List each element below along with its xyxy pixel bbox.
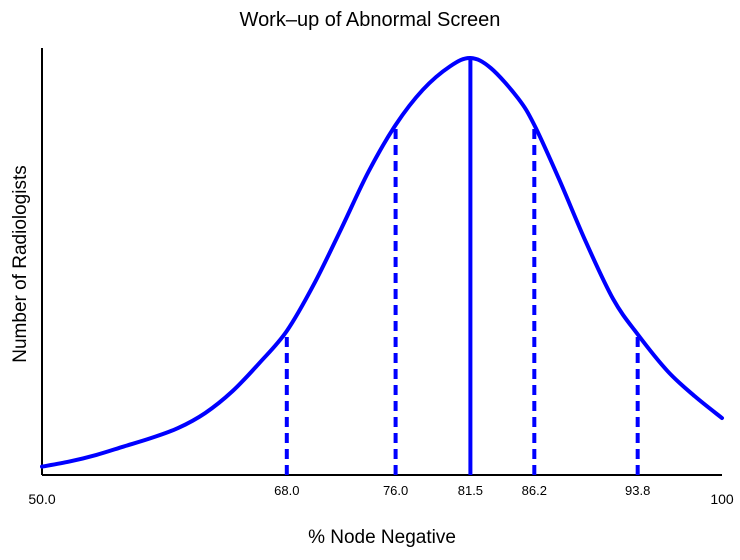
distribution-curve (40, 55, 724, 469)
chart-title: Work–up of Abnormal Screen (240, 9, 501, 31)
x-tick-label-2: 68.0 (274, 483, 299, 498)
y-axis-label: Number of Radiologists (10, 165, 31, 362)
x-tick-label-1: 50.0 (28, 491, 55, 507)
x-tick-label-5: 86.2 (522, 483, 547, 498)
x-tick-label-7: 100 (710, 491, 734, 507)
x-tick-label-4: 81.5 (458, 483, 483, 498)
x-tick-label-3: 76.0 (383, 483, 408, 498)
reference-lines (284, 58, 640, 475)
x-tick-label-6: 93.8 (625, 483, 650, 498)
x-axis-label: % Node Negative (308, 527, 456, 548)
x-tick-labels: 50.0 68.0 76.0 81.5 86.2 93.8 100 (28, 483, 734, 507)
